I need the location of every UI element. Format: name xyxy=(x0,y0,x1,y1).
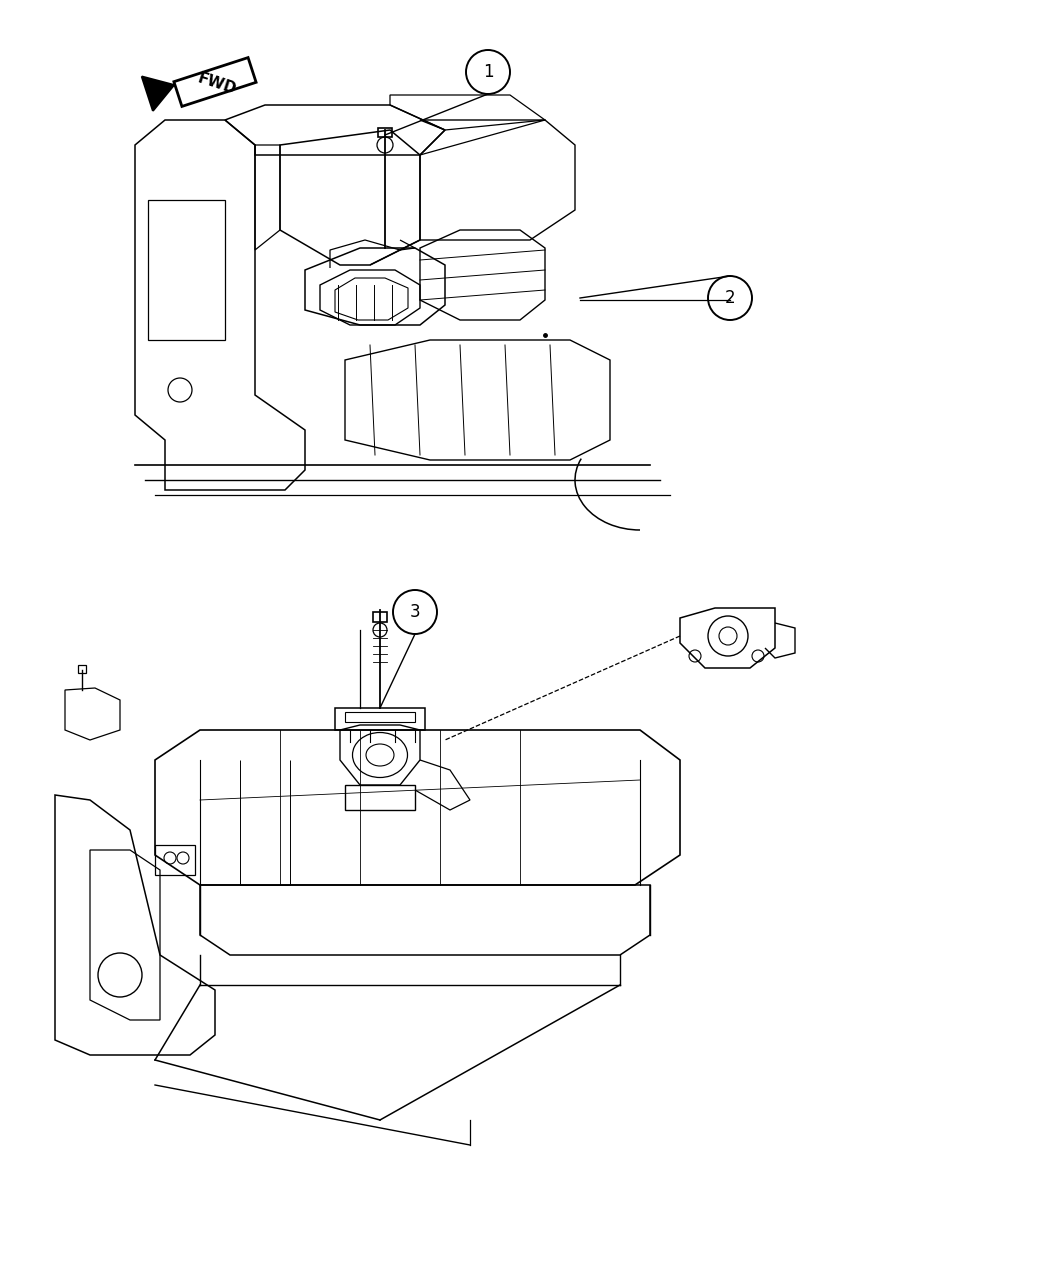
Text: 2: 2 xyxy=(724,289,735,307)
Polygon shape xyxy=(142,76,174,111)
Text: FWD: FWD xyxy=(195,70,238,97)
Text: 1: 1 xyxy=(483,62,493,82)
Text: 3: 3 xyxy=(410,603,420,621)
